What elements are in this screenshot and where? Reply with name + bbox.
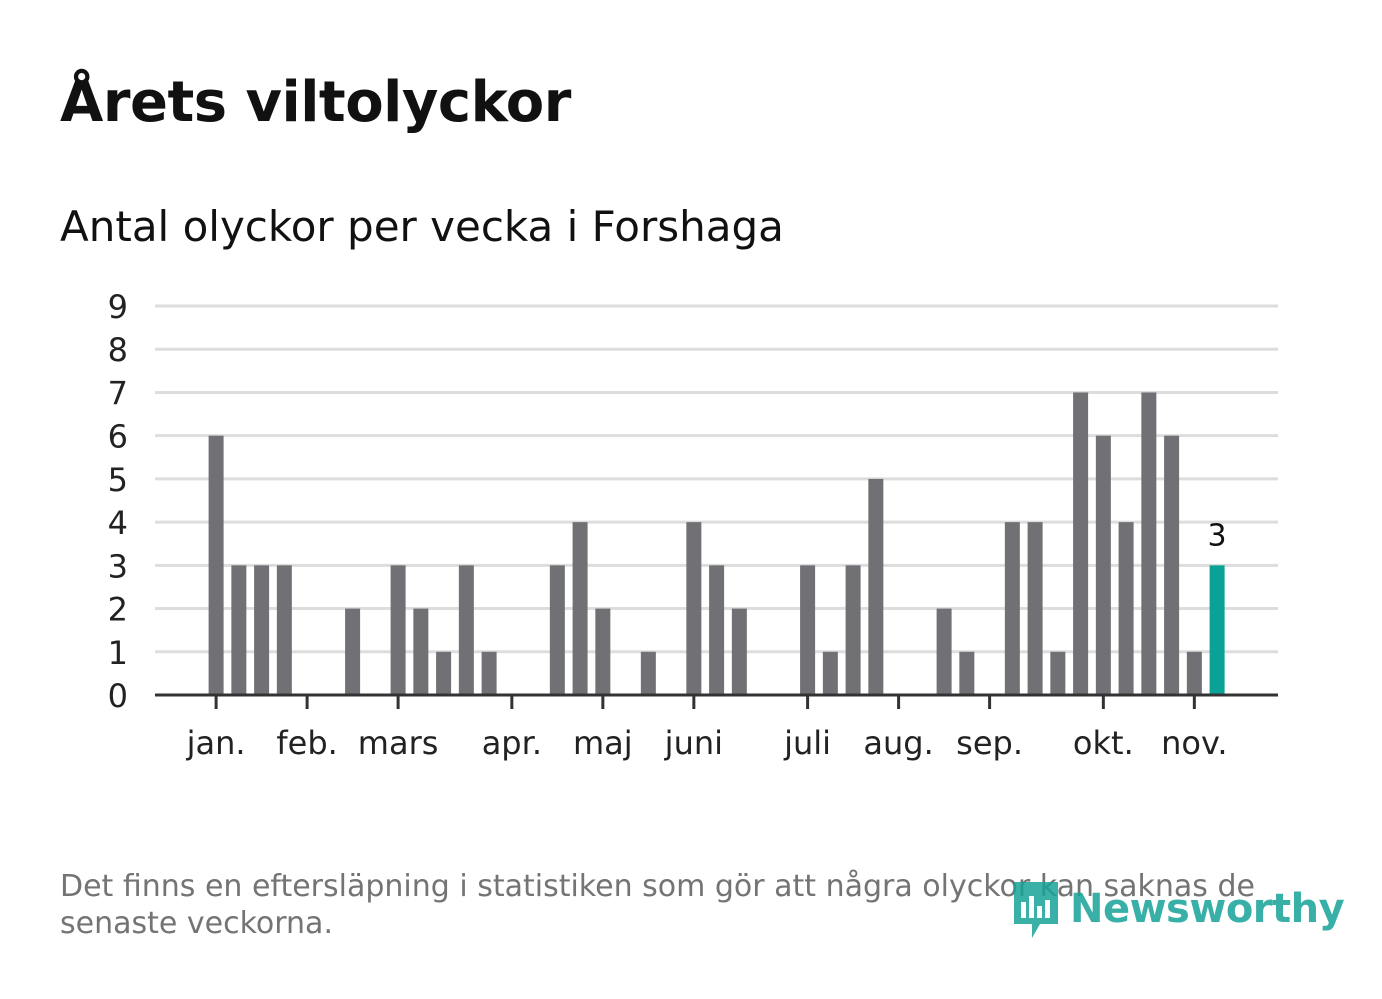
bar [276, 565, 292, 695]
bar [413, 608, 429, 695]
bar [481, 651, 497, 695]
y-tick-label: 5 [108, 461, 128, 499]
bar [1027, 522, 1043, 695]
bars [208, 392, 1225, 695]
bar [1073, 392, 1089, 695]
y-tick-label: 2 [108, 591, 128, 629]
x-tick-label: feb. [276, 724, 337, 762]
x-tick-label: maj [573, 724, 633, 762]
x-tick-label: nov. [1161, 724, 1227, 762]
x-tick-label: mars [358, 724, 439, 762]
bar [686, 522, 702, 695]
bar [868, 478, 884, 695]
x-tick-label: aug. [863, 724, 933, 762]
bar [936, 608, 952, 695]
bar [1186, 651, 1202, 695]
y-tick-label: 6 [108, 418, 128, 456]
bar-chart: 0 1 2 3 4 5 6 7 8 9 jan. feb. mars apr. maj juni juli au… [108, 288, 1278, 762]
bar [1118, 522, 1134, 695]
bar [1050, 651, 1066, 695]
bar [845, 565, 861, 695]
bar [458, 565, 474, 695]
bar [822, 651, 838, 695]
brand-logo: Newsworthy [1010, 876, 1345, 942]
y-tick-label: 4 [108, 504, 128, 542]
bar [640, 651, 656, 695]
bar [208, 435, 224, 695]
y-tick-label: 9 [108, 288, 128, 326]
bar [231, 565, 247, 695]
bar [731, 608, 747, 695]
y-tick-label: 1 [108, 634, 128, 672]
bar [595, 608, 611, 695]
bar [1164, 435, 1180, 695]
x-tick-label: okt. [1073, 724, 1134, 762]
y-tick-label: 7 [108, 374, 128, 412]
bar [800, 565, 816, 695]
brand-name: Newsworthy [1070, 886, 1345, 932]
data-labels: 3 [1208, 518, 1227, 553]
newsworthy-logo-icon [1014, 882, 1058, 938]
bar [345, 608, 361, 695]
bar [254, 565, 270, 695]
bar [390, 565, 406, 695]
bar-highlighted [1209, 565, 1225, 695]
x-tick-label: juni [664, 724, 723, 762]
y-tick-label: 3 [108, 547, 128, 585]
bar [436, 651, 452, 695]
bar [959, 651, 975, 695]
chart-subtitle: Antal olyckor per vecka i Forshaga [60, 202, 784, 251]
x-axis-ticks: jan. feb. mars apr. maj juni juli aug. sep. okt. n… [186, 695, 1228, 762]
bar [1004, 522, 1020, 695]
y-tick-label: 8 [108, 331, 128, 369]
bar [1141, 392, 1157, 695]
x-tick-label: sep. [956, 724, 1023, 762]
bar [549, 565, 565, 695]
bar [1095, 435, 1111, 695]
y-tick-label: 0 [108, 677, 128, 715]
chart-title: Årets viltolyckor [60, 70, 571, 135]
highlight-value-label: 3 [1208, 518, 1227, 553]
bar [709, 565, 725, 695]
bar [572, 522, 588, 695]
x-tick-label: jan. [186, 724, 246, 762]
x-tick-label: juli [783, 724, 831, 762]
y-axis-ticks: 0 1 2 3 4 5 6 7 8 9 [108, 288, 128, 715]
x-tick-label: apr. [482, 724, 542, 762]
